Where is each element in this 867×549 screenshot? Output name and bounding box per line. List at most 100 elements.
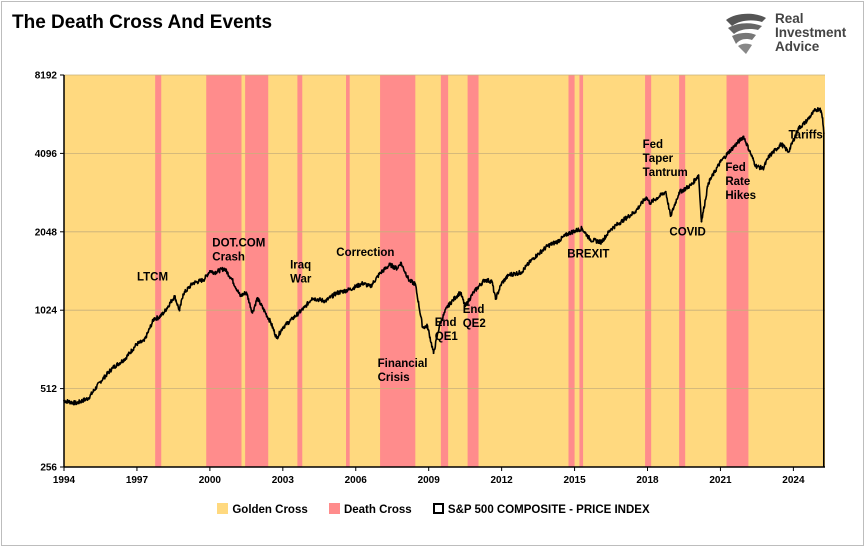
sp500-data-point bbox=[239, 295, 242, 297]
sp500-data-point bbox=[472, 291, 475, 294]
sp500-data-point bbox=[291, 317, 294, 320]
sp500-data-point bbox=[464, 305, 467, 308]
death-cross-band bbox=[645, 75, 652, 467]
legend-sp500-label: S&P 500 COMPOSITE - PRICE INDEX bbox=[447, 504, 650, 516]
death-cross-band bbox=[155, 75, 162, 467]
death-cross-band bbox=[679, 75, 686, 467]
sp500-data-point bbox=[281, 326, 284, 329]
event-label-line: Iraq bbox=[290, 260, 311, 272]
event-label: End QE2 bbox=[463, 304, 486, 330]
sp500-data-point bbox=[123, 358, 126, 360]
sp500-data-point bbox=[532, 257, 535, 260]
x-tick-label: 2006 bbox=[345, 475, 368, 486]
sp500-data-point bbox=[256, 297, 259, 299]
sp500-data-point bbox=[162, 311, 165, 314]
sp500-data-point bbox=[379, 272, 381, 275]
event-label-line: QE2 bbox=[463, 318, 486, 330]
sp500-data-point bbox=[245, 291, 248, 294]
sp500-data-point bbox=[388, 263, 391, 266]
sp500-data-point bbox=[678, 191, 681, 194]
event-label: End QE1 bbox=[435, 317, 459, 343]
chart-title: The Death Cross And Events bbox=[12, 12, 273, 33]
sp500-data-point bbox=[719, 160, 722, 163]
sp500-data-point bbox=[742, 135, 745, 138]
legend-sp500: S&P 500 COMPOSITE - PRICE INDEX bbox=[432, 503, 650, 516]
sp500-data-point bbox=[136, 343, 138, 345]
sp500-data-point bbox=[697, 174, 700, 177]
sp500-data-point bbox=[111, 366, 114, 369]
eagle-head-icon bbox=[726, 13, 766, 54]
logo-text: Real Investment Advice bbox=[775, 12, 846, 54]
sp500-data-point bbox=[426, 325, 429, 327]
sp500-data-point bbox=[814, 109, 817, 112]
sp500-data-point bbox=[208, 269, 211, 272]
axes: 256 512 1024 2048 4096 8192 1994 1997 2000 2003 20… bbox=[35, 71, 825, 486]
sp500-data-point bbox=[348, 288, 351, 291]
sp500-data-point bbox=[804, 121, 807, 124]
legend-death-cross: Death Cross bbox=[328, 503, 412, 516]
sp500-data-point bbox=[669, 215, 672, 218]
x-tick-label: 2024 bbox=[782, 475, 805, 486]
event-label-line: DOT.COM bbox=[212, 237, 265, 249]
event-label-line: QE1 bbox=[435, 331, 459, 343]
event-label-line: Tantrum bbox=[643, 167, 688, 179]
sp500-data-point bbox=[819, 107, 822, 110]
x-tick-label: 2021 bbox=[709, 475, 732, 486]
x-tick-label: 2000 bbox=[199, 475, 222, 486]
event-label-line: LTCM bbox=[137, 272, 168, 284]
sp500-data-point bbox=[546, 244, 549, 247]
death-cross-band bbox=[467, 75, 479, 467]
logo bbox=[722, 10, 862, 56]
event-label: Correction bbox=[336, 247, 394, 259]
event-label: Tariffs bbox=[789, 130, 823, 142]
sp500-data-point bbox=[230, 278, 233, 280]
sp500-data-point bbox=[408, 279, 411, 282]
sp500-data-point bbox=[567, 232, 570, 235]
sp500-data-point bbox=[500, 282, 503, 285]
event-label-line: Crash bbox=[212, 251, 245, 263]
x-tick-label: 2015 bbox=[563, 475, 586, 486]
sp500-data-point bbox=[787, 151, 790, 153]
death-cross-swatch bbox=[328, 503, 340, 514]
sp500-data-point bbox=[762, 167, 764, 170]
sp500-data-point bbox=[649, 202, 651, 204]
sp500-data-point bbox=[414, 283, 417, 285]
sp500-data-point bbox=[311, 297, 313, 299]
event-label-line: Taper bbox=[643, 153, 674, 165]
sp500-price-line bbox=[63, 107, 825, 406]
event-label: Fed Taper Tantrum bbox=[643, 139, 688, 179]
sp500-data-point bbox=[182, 293, 185, 296]
sp500-data-point bbox=[821, 117, 824, 119]
event-label-line: Rate bbox=[725, 176, 750, 188]
sp500-data-point bbox=[690, 184, 693, 186]
sp500-data-point bbox=[446, 306, 448, 309]
sp500-data-point bbox=[452, 299, 454, 301]
sp500-data-point bbox=[780, 143, 783, 145]
y-tick-label: 1024 bbox=[35, 306, 58, 317]
sp500-data-point bbox=[421, 326, 424, 329]
sp500-data-point bbox=[153, 317, 155, 320]
event-label: Fed Rate Hikes bbox=[725, 162, 756, 202]
sp500-data-point bbox=[520, 271, 522, 274]
x-tick-label: 2003 bbox=[272, 475, 295, 486]
sp500-data-point bbox=[707, 182, 710, 185]
sp500-data-point bbox=[275, 337, 278, 340]
legend: Golden Cross Death Cross S&P 500 COMPOSI… bbox=[0, 503, 867, 516]
sp500-data-point bbox=[399, 261, 402, 264]
event-label-line: Fed bbox=[725, 162, 745, 174]
event-label-line: Hikes bbox=[725, 190, 756, 202]
sp500-swatch bbox=[432, 503, 444, 514]
sp500-data-point bbox=[634, 210, 637, 213]
x-tick-label: 1994 bbox=[53, 475, 76, 486]
event-label-line: Fed bbox=[643, 139, 663, 151]
death-cross-band bbox=[346, 75, 350, 467]
sp500-data-point bbox=[508, 273, 510, 276]
sp500-data-point bbox=[600, 241, 603, 243]
sp500-data-point bbox=[202, 278, 205, 281]
sp500-data-point bbox=[556, 240, 559, 243]
death-cross-band bbox=[568, 75, 575, 467]
sp500-data-point bbox=[754, 164, 757, 167]
x-tick-label: 2018 bbox=[636, 475, 659, 486]
y-tick-label: 4096 bbox=[35, 149, 58, 160]
sp500-data-point bbox=[483, 278, 486, 281]
